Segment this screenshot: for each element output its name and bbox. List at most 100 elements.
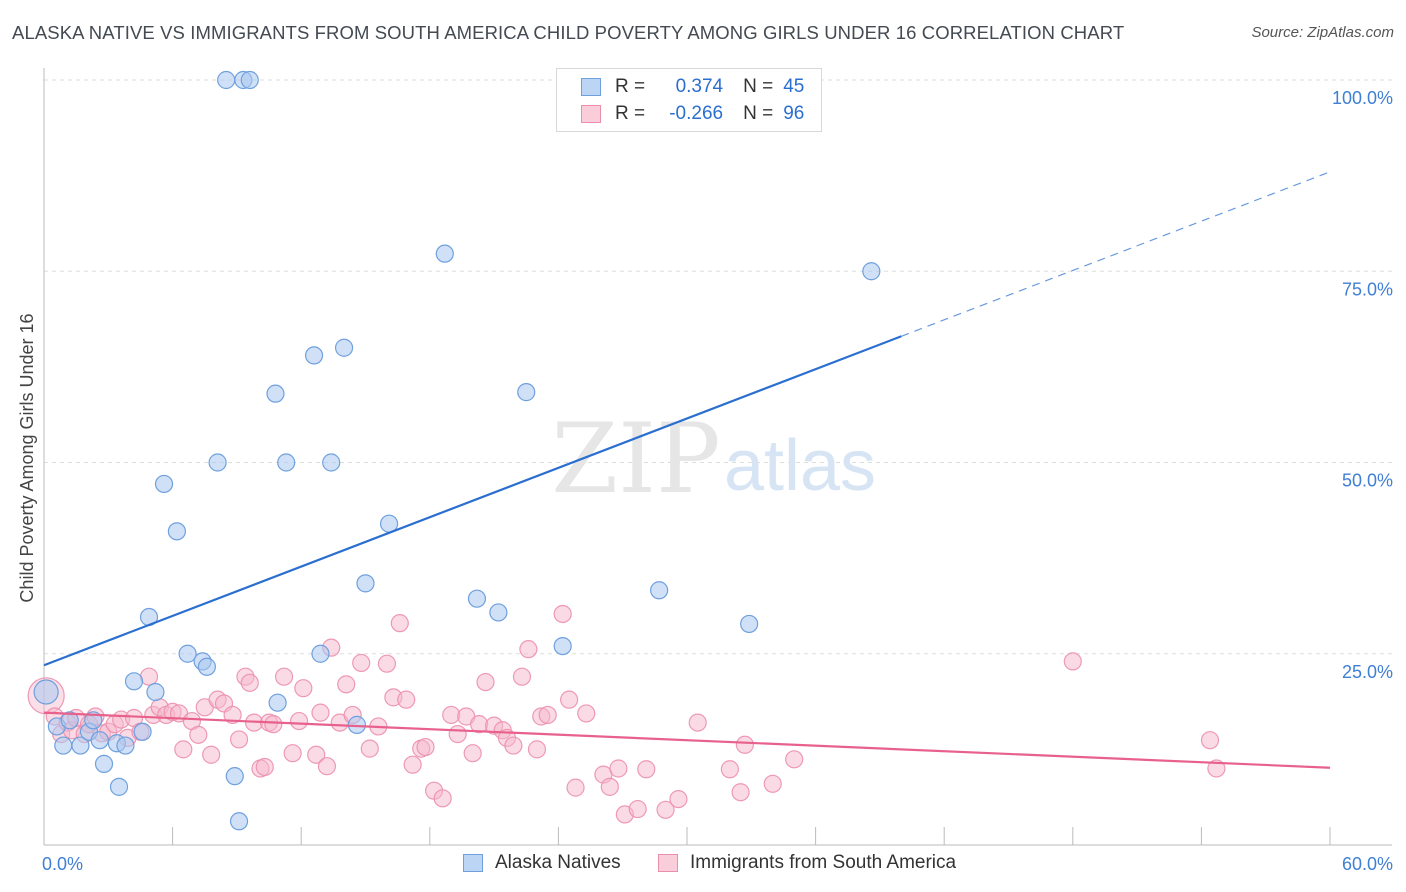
data-point-immigrants [416, 737, 435, 757]
data-point-alaska [197, 657, 216, 676]
data-point-immigrants [735, 735, 754, 754]
legend-item-alaska-natives[interactable]: Alaska Natives [463, 852, 621, 874]
watermark-zip: ZIP [551, 403, 720, 515]
data-point-immigrants [560, 690, 579, 709]
data-point-alaska [266, 384, 285, 403]
data-point-alaska [94, 754, 114, 774]
data-point-immigrants [1207, 759, 1226, 778]
trend-line-alaska [43, 335, 902, 667]
data-point-immigrants [317, 757, 337, 776]
data-point-alaska [109, 777, 129, 796]
data-point-alaska [116, 736, 135, 755]
data-point-alaska [60, 711, 79, 730]
data-point-immigrants [448, 724, 467, 744]
data-point-immigrants [1200, 731, 1220, 750]
legend-label-immigrants: Immigrants from South America [690, 852, 957, 873]
data-point-alaska [334, 338, 354, 357]
y-tick-label: 100.0% [1332, 88, 1393, 108]
x-tick-label: 0.0% [42, 854, 83, 874]
series-legend: Alaska Natives Immigrants from South Ame… [0, 852, 1406, 878]
watermark-atlas: atlas [724, 426, 876, 506]
data-point-immigrants [311, 703, 330, 722]
data-point-alaska [435, 244, 454, 263]
legend-n-value: 45 [783, 76, 805, 97]
data-point-alaska [208, 453, 227, 472]
data-point-immigrants [476, 672, 495, 692]
data-point-alaska [322, 453, 341, 472]
legend-row-alaska: R = 0.374 N = 45 [581, 75, 804, 99]
data-point-alaska [277, 453, 296, 472]
data-point-alaska [240, 70, 259, 90]
data-point-immigrants [264, 715, 283, 734]
data-point-immigrants [255, 757, 274, 777]
y-tick-label: 25.0% [1342, 662, 1393, 682]
data-point-immigrants [202, 745, 221, 764]
data-point-immigrants [189, 725, 208, 744]
data-point-immigrants [289, 711, 309, 731]
data-point-immigrants [294, 679, 313, 698]
legend-n-value: 96 [783, 103, 805, 124]
series-immigrants-points [27, 604, 1226, 824]
y-axis-label: Child Poverty Among Girls Under 16 [17, 313, 37, 602]
source-label: Source: ZipAtlas.com [1251, 24, 1394, 41]
data-point-immigrants [442, 705, 461, 725]
y-tick-label: 50.0% [1342, 471, 1393, 491]
data-point-immigrants [731, 783, 750, 802]
data-point-immigrants [504, 736, 523, 755]
trend-line-alaska-extension [901, 171, 1331, 337]
data-point-alaska [167, 522, 186, 541]
data-point-immigrants [600, 777, 619, 796]
data-point-immigrants [352, 653, 371, 673]
data-point-alaska [225, 767, 244, 786]
legend-r-label: R = [615, 103, 646, 124]
legend-swatch-pink [581, 105, 601, 123]
legend-r-value: -0.266 [669, 103, 724, 124]
series-alaska-points [33, 70, 881, 831]
data-point-alaska [229, 812, 249, 831]
data-point-immigrants [463, 744, 482, 763]
chart-title: ALASKA NATIVE VS IMMIGRANTS FROM SOUTH A… [12, 22, 1125, 43]
data-point-alaska [133, 722, 152, 741]
x-tick-label: 60.0% [1342, 854, 1393, 874]
trend-lines [43, 171, 1331, 769]
legend-n-label: N = [743, 103, 774, 124]
axes [43, 68, 1392, 846]
data-point-immigrants [174, 740, 193, 759]
legend-item-immigrants[interactable]: Immigrants from South America [658, 852, 956, 874]
data-point-immigrants [577, 704, 596, 723]
x-tick-labels: 0.0% 60.0% [42, 854, 1393, 874]
data-point-alaska [517, 383, 536, 402]
data-point-immigrants [307, 745, 326, 764]
data-point-immigrants [283, 744, 302, 763]
legend-r-value: 0.374 [675, 76, 724, 97]
watermark: ZIP atlas [551, 403, 876, 515]
data-point-immigrants [628, 799, 647, 819]
data-point-immigrants [377, 654, 397, 673]
legend-n-label: N = [743, 76, 774, 97]
data-point-immigrants [538, 705, 557, 725]
data-point-immigrants [433, 789, 452, 808]
data-point-alaska [33, 679, 59, 705]
data-point-alaska [311, 644, 330, 663]
data-point-immigrants [553, 604, 572, 624]
data-point-immigrants [274, 667, 294, 686]
data-point-alaska [178, 644, 197, 663]
data-point-immigrants [223, 705, 242, 725]
legend-swatch-blue [463, 854, 483, 872]
data-point-alaska [217, 70, 236, 90]
data-point-immigrants [720, 760, 739, 779]
data-point-alaska [90, 731, 109, 750]
data-point-alaska [650, 581, 669, 600]
data-point-immigrants [512, 667, 532, 686]
data-point-immigrants [785, 750, 804, 769]
data-point-immigrants [688, 713, 707, 732]
data-point-immigrants [637, 760, 656, 779]
legend-swatch-pink [658, 854, 678, 872]
data-point-immigrants [139, 667, 159, 686]
data-point-alaska [467, 589, 487, 608]
data-point-alaska [146, 682, 165, 702]
data-point-alaska [154, 474, 174, 494]
data-point-immigrants [1063, 652, 1082, 671]
data-point-alaska [356, 574, 375, 593]
